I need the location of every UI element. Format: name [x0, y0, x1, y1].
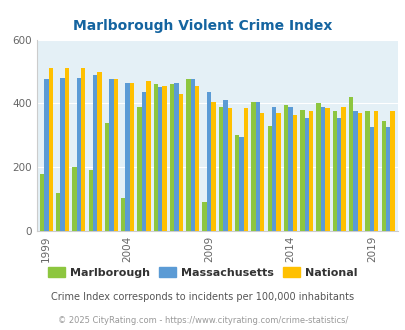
Bar	[288, 107, 292, 231]
Bar	[130, 82, 134, 231]
Bar	[88, 170, 93, 231]
Bar	[125, 82, 130, 231]
Bar	[320, 107, 324, 231]
Bar	[97, 72, 102, 231]
Bar	[255, 102, 260, 231]
Bar	[227, 108, 231, 231]
Bar	[65, 68, 69, 231]
Bar	[190, 80, 194, 231]
Bar	[276, 113, 280, 231]
Bar	[40, 174, 44, 231]
Legend: Marlborough, Massachusetts, National: Marlborough, Massachusetts, National	[44, 263, 361, 282]
Bar	[218, 107, 223, 231]
Bar	[373, 112, 377, 231]
Bar	[81, 68, 85, 231]
Bar	[304, 118, 308, 231]
Bar	[369, 127, 373, 231]
Bar	[121, 197, 125, 231]
Bar	[357, 113, 361, 231]
Bar	[72, 167, 77, 231]
Bar	[48, 68, 53, 231]
Bar	[315, 103, 320, 231]
Bar	[341, 107, 345, 231]
Bar	[364, 112, 369, 231]
Bar	[109, 80, 113, 231]
Text: Marlborough Violent Crime Index: Marlborough Violent Crime Index	[73, 19, 332, 33]
Bar	[93, 75, 97, 231]
Bar	[207, 92, 211, 231]
Bar	[308, 112, 313, 231]
Bar	[113, 80, 118, 231]
Bar	[243, 108, 247, 231]
Bar	[234, 135, 239, 231]
Bar	[332, 112, 336, 231]
Bar	[60, 78, 65, 231]
Bar	[267, 126, 271, 231]
Bar	[348, 97, 352, 231]
Bar	[158, 87, 162, 231]
Bar	[260, 113, 264, 231]
Bar	[56, 193, 60, 231]
Bar	[299, 110, 304, 231]
Bar	[223, 100, 227, 231]
Bar	[44, 80, 48, 231]
Text: Crime Index corresponds to incidents per 100,000 inhabitants: Crime Index corresponds to incidents per…	[51, 292, 354, 302]
Bar	[324, 108, 329, 231]
Bar	[251, 102, 255, 231]
Bar	[271, 107, 276, 231]
Bar	[389, 112, 394, 231]
Bar	[336, 118, 341, 231]
Bar	[385, 127, 389, 231]
Bar	[141, 92, 146, 231]
Bar	[186, 80, 190, 231]
Bar	[239, 137, 243, 231]
Bar	[137, 107, 141, 231]
Bar	[153, 84, 158, 231]
Bar	[352, 112, 357, 231]
Bar	[77, 78, 81, 231]
Text: © 2025 CityRating.com - https://www.cityrating.com/crime-statistics/: © 2025 CityRating.com - https://www.city…	[58, 315, 347, 325]
Bar	[292, 115, 296, 231]
Bar	[283, 105, 288, 231]
Bar	[211, 102, 215, 231]
Bar	[162, 86, 166, 231]
Bar	[174, 82, 178, 231]
Bar	[202, 202, 207, 231]
Bar	[104, 122, 109, 231]
Bar	[381, 121, 385, 231]
Bar	[146, 81, 150, 231]
Bar	[194, 86, 199, 231]
Bar	[178, 94, 183, 231]
Bar	[170, 84, 174, 231]
